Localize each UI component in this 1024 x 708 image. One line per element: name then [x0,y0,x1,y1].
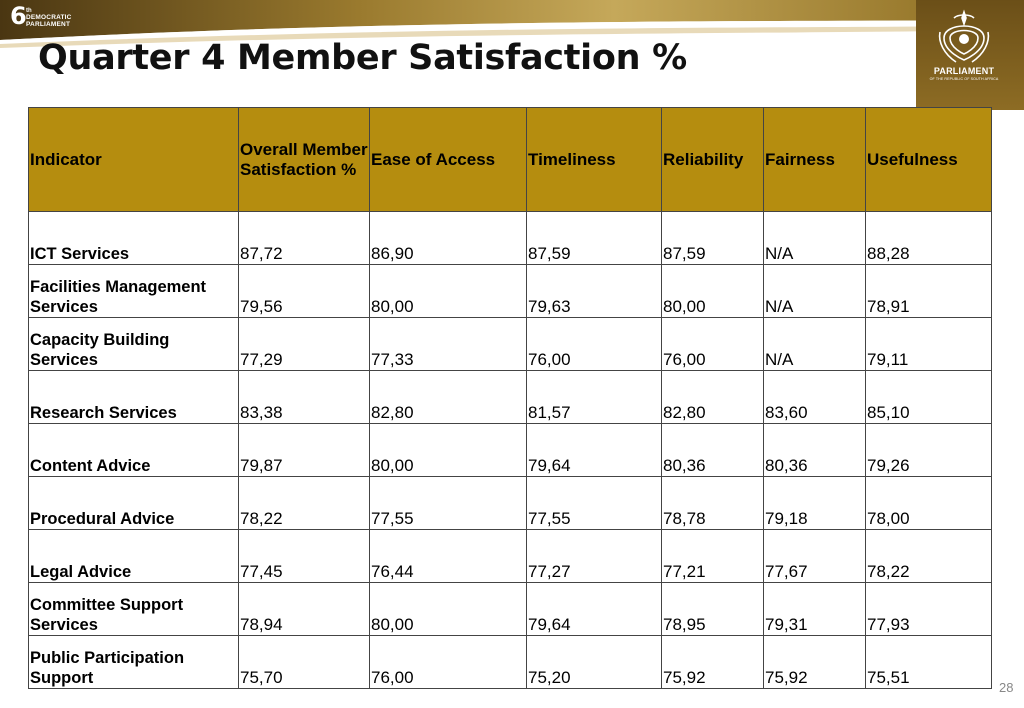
crest-emblem-icon [938,9,990,63]
row-indicator: Procedural Advice [28,476,239,530]
cell-usefulness: 75,51 [865,635,992,689]
cell-usefulness: 88,28 [865,211,992,265]
cell-ease-of-access: 80,00 [369,264,527,318]
cell-overall: 78,22 [238,476,370,530]
row-indicator: Research Services [28,370,239,424]
cell-ease-of-access: 76,00 [369,635,527,689]
cell-usefulness: 78,22 [865,529,992,583]
cell-reliability: 77,21 [661,529,764,583]
table-row: Procedural Advice 78,22 77,55 77,55 78,7… [28,476,992,530]
cell-fairness: 79,18 [763,476,866,530]
cell-overall: 83,38 [238,370,370,424]
logo-number: 6 [10,2,27,30]
crest-label: PARLIAMENT [933,66,995,76]
logo-superscript: th [26,8,32,14]
logo-line2: PARLIAMENT [26,21,71,28]
cell-reliability: 78,78 [661,476,764,530]
table-row: Capacity Building Services 77,29 77,33 7… [28,317,992,371]
header-overall-satisfaction: Overall Member Satisfaction % [238,107,370,212]
cell-reliability: 76,00 [661,317,764,371]
cell-overall: 79,87 [238,423,370,477]
header-timeliness: Timeliness [526,107,662,212]
cell-fairness: N/A [763,211,866,265]
cell-fairness: 75,92 [763,635,866,689]
cell-overall: 77,45 [238,529,370,583]
cell-ease-of-access: 86,90 [369,211,527,265]
cell-timeliness: 77,55 [526,476,662,530]
cell-ease-of-access: 77,33 [369,317,527,371]
cell-timeliness: 87,59 [526,211,662,265]
header-usefulness: Usefulness [865,107,992,212]
header-ease-of-access: Ease of Access [369,107,527,212]
cell-timeliness: 81,57 [526,370,662,424]
cell-timeliness: 75,20 [526,635,662,689]
table-row: Facilities Management Services 79,56 80,… [28,264,992,318]
crest-sublabel: OF THE REPUBLIC OF SOUTH AFRICA [929,77,999,81]
cell-timeliness: 77,27 [526,529,662,583]
cell-overall: 87,72 [238,211,370,265]
row-indicator: Committee Support Services [28,582,239,636]
cell-overall: 78,94 [238,582,370,636]
cell-usefulness: 78,91 [865,264,992,318]
cell-overall: 77,29 [238,317,370,371]
parliament-crest: PARLIAMENT OF THE REPUBLIC OF SOUTH AFRI… [926,8,1002,90]
cell-overall: 79,56 [238,264,370,318]
cell-usefulness: 85,10 [865,370,992,424]
table-row: Legal Advice 77,45 76,44 77,27 77,21 77,… [28,529,992,583]
cell-reliability: 87,59 [661,211,764,265]
cell-timeliness: 79,63 [526,264,662,318]
table-row: Content Advice 79,87 80,00 79,64 80,36 8… [28,423,992,477]
table-row: ICT Services 87,72 86,90 87,59 87,59 N/A… [28,211,992,265]
cell-usefulness: 78,00 [865,476,992,530]
cell-usefulness: 77,93 [865,582,992,636]
cell-ease-of-access: 80,00 [369,423,527,477]
table-row: Research Services 83,38 82,80 81,57 82,8… [28,370,992,424]
cell-ease-of-access: 77,55 [369,476,527,530]
cell-fairness: 83,60 [763,370,866,424]
cell-fairness: N/A [763,264,866,318]
page-number: 28 [999,680,1014,695]
row-indicator: Facilities Management Services [28,264,239,318]
table-row: Committee Support Services 78,94 80,00 7… [28,582,992,636]
cell-fairness: N/A [763,317,866,371]
cell-reliability: 75,92 [661,635,764,689]
cell-timeliness: 79,64 [526,423,662,477]
cell-reliability: 80,00 [661,264,764,318]
page-title: Quarter 4 Member Satisfaction % [38,38,687,78]
cell-usefulness: 79,26 [865,423,992,477]
cell-timeliness: 79,64 [526,582,662,636]
cell-ease-of-access: 80,00 [369,582,527,636]
sixth-parliament-logo: 6 th DEMOCRATIC PARLIAMENT [10,2,90,31]
row-indicator: Public Participation Support [28,635,239,689]
cell-reliability: 80,36 [661,423,764,477]
row-indicator: ICT Services [28,211,239,265]
header-reliability: Reliability [661,107,764,212]
row-indicator: Legal Advice [28,529,239,583]
row-indicator: Capacity Building Services [28,317,239,371]
row-indicator: Content Advice [28,423,239,477]
cell-ease-of-access: 76,44 [369,529,527,583]
logo-line1: DEMOCRATIC [26,14,72,21]
cell-fairness: 79,31 [763,582,866,636]
cell-reliability: 82,80 [661,370,764,424]
table-header-row: Indicator Overall Member Satisfaction % … [28,107,992,212]
cell-overall: 75,70 [238,635,370,689]
header-fairness: Fairness [763,107,866,212]
header-indicator: Indicator [28,107,239,212]
header-banner [0,0,1024,110]
cell-ease-of-access: 82,80 [369,370,527,424]
table-row: Public Participation Support 75,70 76,00… [28,635,992,689]
cell-fairness: 80,36 [763,423,866,477]
cell-fairness: 77,67 [763,529,866,583]
cell-reliability: 78,95 [661,582,764,636]
cell-timeliness: 76,00 [526,317,662,371]
satisfaction-table: Indicator Overall Member Satisfaction % … [28,107,992,689]
cell-usefulness: 79,11 [865,317,992,371]
